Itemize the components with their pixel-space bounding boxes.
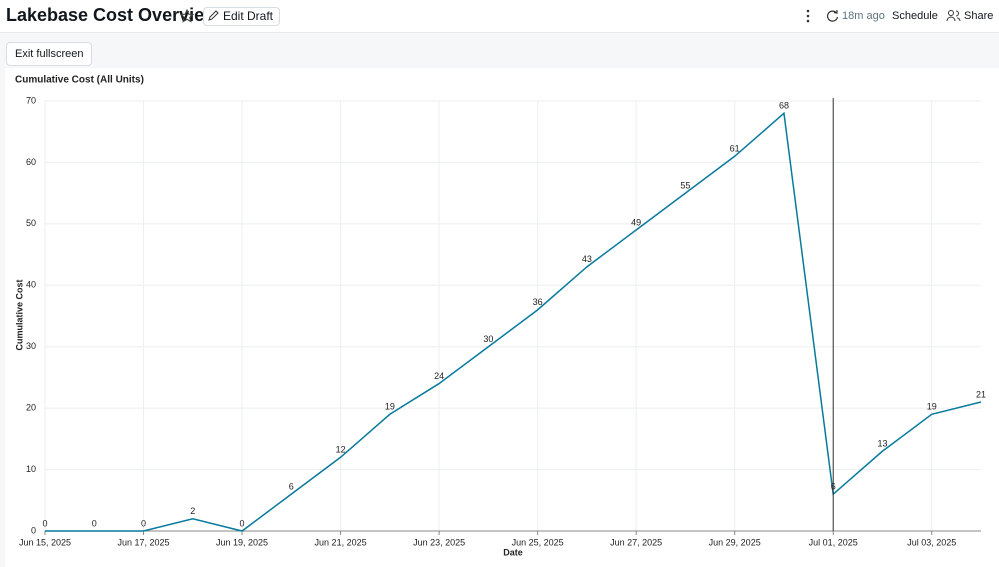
last-updated: 18m ago (842, 10, 885, 22)
y-tick-label: 70 (26, 95, 36, 105)
refresh-icon[interactable] (826, 9, 839, 22)
chart-card (5, 68, 999, 567)
x-tick-label: Jun 15, 2025 (19, 537, 71, 547)
x-tick-label: Jul 03, 2025 (907, 537, 956, 547)
x-tick-label: Jun 23, 2025 (413, 537, 465, 547)
chart: Cumulative Cost (All Units) Cumulative C… (5, 68, 999, 567)
data-label: 0 (92, 518, 97, 528)
data-label: 6 (831, 482, 836, 492)
button-label: Edit Draft (223, 9, 274, 23)
data-label: 19 (385, 402, 395, 412)
data-label: 43 (582, 254, 592, 264)
edit-draft-button[interactable]: Edit Draft (203, 7, 281, 26)
data-label: 13 (877, 439, 887, 449)
y-tick-label: 20 (26, 403, 36, 413)
header: Lakebase Cost Overview Edit Draft 18m ag… (0, 0, 999, 33)
x-axis-title: Date (503, 547, 523, 557)
data-label: 49 (631, 217, 641, 227)
data-label: 0 (42, 518, 47, 528)
data-label: 21 (976, 389, 986, 399)
share-button[interactable]: Share (964, 10, 994, 22)
data-label: 6 (289, 482, 294, 492)
y-tick-label: 60 (26, 157, 36, 167)
y-tick-label: 0 (31, 525, 36, 535)
exit-fullscreen-button[interactable]: Exit fullscreen (6, 42, 93, 66)
star-icon[interactable] (180, 9, 194, 23)
data-label: 55 (680, 181, 690, 191)
x-tick-label: Jun 21, 2025 (315, 537, 367, 547)
data-label: 68 (779, 101, 789, 111)
x-tick-label: Jun 27, 2025 (610, 537, 662, 547)
x-tick-label: Jun 19, 2025 (216, 537, 268, 547)
schedule-button[interactable]: Schedule (892, 10, 938, 22)
x-tick-label: Jun 17, 2025 (118, 537, 170, 547)
data-label: 19 (927, 402, 937, 412)
data-label: 0 (141, 518, 146, 528)
data-label: 36 (533, 297, 543, 307)
x-tick-label: Jun 29, 2025 (709, 537, 761, 547)
x-tick-label: Jun 25, 2025 (512, 537, 564, 547)
y-tick-label: 50 (26, 218, 36, 228)
chart-title: Cumulative Cost (All Units) (15, 75, 144, 86)
data-label: 0 (240, 518, 245, 528)
data-label: 24 (434, 371, 444, 381)
pencil-icon (208, 10, 219, 21)
share-icon (946, 10, 961, 22)
y-tick-label: 40 (26, 280, 36, 290)
y-axis-title: Cumulative Cost (14, 279, 24, 350)
y-tick-label: 10 (26, 464, 36, 474)
y-tick-label: 30 (26, 341, 36, 351)
line-series (45, 111, 982, 532)
dashboard-title: Lakebase Cost Overview (6, 5, 219, 25)
data-label: 2 (190, 506, 195, 516)
data-label: 61 (730, 144, 740, 154)
data-label: 12 (336, 445, 346, 455)
kebab-menu[interactable] (804, 9, 812, 23)
data-label: 30 (483, 334, 493, 344)
x-tick-label: Jul 01, 2025 (809, 537, 858, 547)
